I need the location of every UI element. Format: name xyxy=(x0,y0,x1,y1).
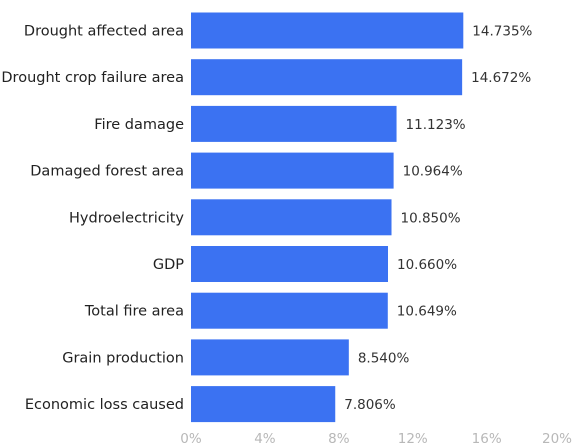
x-tick-label: 8% xyxy=(328,431,350,447)
category-label: Fire damage xyxy=(94,117,184,133)
category-labels: Drought affected area Drought crop failur… xyxy=(1,24,184,414)
value-label: 10.660% xyxy=(397,257,457,273)
value-label: 11.123% xyxy=(406,117,466,133)
category-label: Damaged forest area xyxy=(30,164,184,180)
bar xyxy=(191,246,388,282)
bar xyxy=(191,386,336,423)
category-label: Economic loss caused xyxy=(25,397,184,413)
value-label: 8.540% xyxy=(358,350,410,366)
category-label: Drought affected area xyxy=(24,24,184,40)
category-label: GDP xyxy=(153,257,184,273)
category-label: Grain production xyxy=(62,350,184,366)
value-labels: 14.735% 14.672% 11.123% 10.964% 10.850% 10.66… xyxy=(344,24,532,414)
x-tick-label: 12% xyxy=(398,431,428,447)
bar xyxy=(191,105,397,142)
bar xyxy=(191,199,392,236)
x-tick-label: 20% xyxy=(542,431,572,447)
x-tick-label: 4% xyxy=(254,431,276,447)
value-label: 7.806% xyxy=(344,397,396,413)
value-label: 10.964% xyxy=(403,164,463,180)
value-label: 14.735% xyxy=(472,24,532,40)
x-axis-tick-labels: 0% 4% 8% 12% 16% 20% xyxy=(180,431,572,447)
value-label: 14.672% xyxy=(471,70,531,86)
value-label: 10.850% xyxy=(401,210,461,226)
bar xyxy=(191,12,464,49)
category-label: Total fire area xyxy=(84,304,184,320)
x-tick-label: 0% xyxy=(180,431,202,447)
x-tick-label: 16% xyxy=(472,431,502,447)
category-label: Hydroelectricity xyxy=(69,210,184,226)
bars-group xyxy=(191,12,464,423)
category-label: Drought crop failure area xyxy=(1,70,184,86)
bar xyxy=(191,292,388,329)
bar xyxy=(191,152,394,189)
bar xyxy=(191,59,463,96)
bar xyxy=(191,339,349,376)
value-label: 10.649% xyxy=(397,304,457,320)
